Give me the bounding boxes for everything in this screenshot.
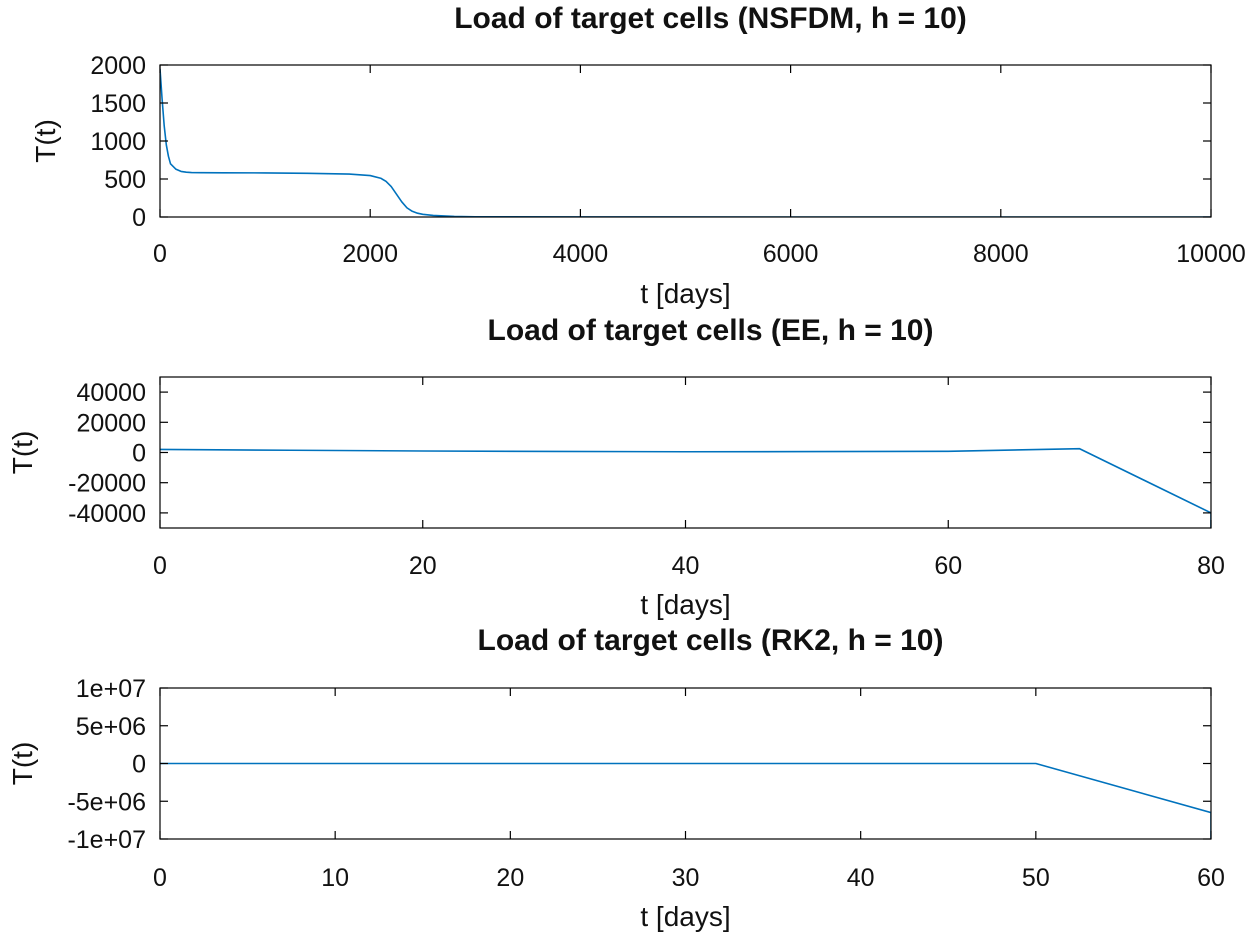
x-tick-label: 60 (934, 552, 962, 580)
series-line-1 (160, 447, 1211, 528)
x-tick-label: 40 (672, 552, 700, 580)
x-tick-label: 0 (153, 552, 167, 580)
x-tick-label: 0 (153, 864, 167, 892)
y-axis-label: T(t) (30, 119, 61, 163)
x-tick-label: 50 (1022, 864, 1050, 892)
y-tick-label: -1e+07 (67, 826, 146, 854)
y-tick-label: -20000 (68, 470, 146, 498)
x-tick-label: 6000 (763, 240, 819, 268)
x-tick-label: 60 (1197, 864, 1225, 892)
y-axis-label: T(t) (7, 431, 38, 475)
chart-title: Load of target cells (NSFDM, h = 10) (454, 2, 967, 35)
y-tick-label: 40000 (76, 379, 146, 407)
y-tick-label: -40000 (68, 500, 146, 528)
y-tick-label: 0 (132, 751, 146, 779)
x-tick-label: 4000 (553, 240, 609, 268)
x-tick-label: 30 (672, 864, 700, 892)
y-tick-label: 1000 (90, 128, 146, 156)
axes-box (159, 64, 1212, 218)
x-tick-label: 10 (321, 864, 349, 892)
y-tick-label: 20000 (76, 409, 146, 437)
x-tick-label: 40 (847, 864, 875, 892)
y-tick-label: -5e+06 (67, 788, 146, 816)
x-tick-label: 10000 (1176, 240, 1246, 268)
series-line-1 (160, 762, 1211, 839)
x-tick-label: 8000 (973, 240, 1029, 268)
y-tick-label: 2000 (90, 52, 146, 80)
x-tick-label: 20 (496, 864, 524, 892)
y-tick-label: 0 (132, 204, 146, 232)
x-axis-label: t [days] (640, 278, 730, 309)
y-tick-label: 1500 (90, 90, 146, 118)
y-tick-label: 500 (104, 166, 146, 194)
chart-2: Load of target cells (EE, h = 10) 0 20 40 60… (7, 314, 1225, 620)
chart-title: Load of target cells (RK2, h = 10) (478, 624, 944, 657)
series-line-1 (160, 68, 1211, 217)
x-axis-label: t [days] (640, 589, 730, 620)
y-tick-label: 0 (132, 440, 146, 468)
x-tick-label: 0 (153, 240, 167, 268)
chart-title: Load of target cells (EE, h = 10) (488, 314, 934, 347)
chart-1: Load of target cells (NSFDM, h = 10) 0 200… (30, 2, 1246, 309)
x-tick-label: 2000 (342, 240, 398, 268)
chart-3: Load of target cells (RK2, h = 10) 0 10 20 3… (7, 624, 1225, 932)
x-tick-label: 80 (1197, 552, 1225, 580)
y-tick-label: 5e+06 (76, 713, 146, 741)
x-axis-label: t [days] (640, 901, 730, 932)
x-tick-label: 20 (409, 552, 437, 580)
y-axis-label: T(t) (7, 742, 38, 786)
y-tick-label: 1e+07 (76, 675, 146, 703)
